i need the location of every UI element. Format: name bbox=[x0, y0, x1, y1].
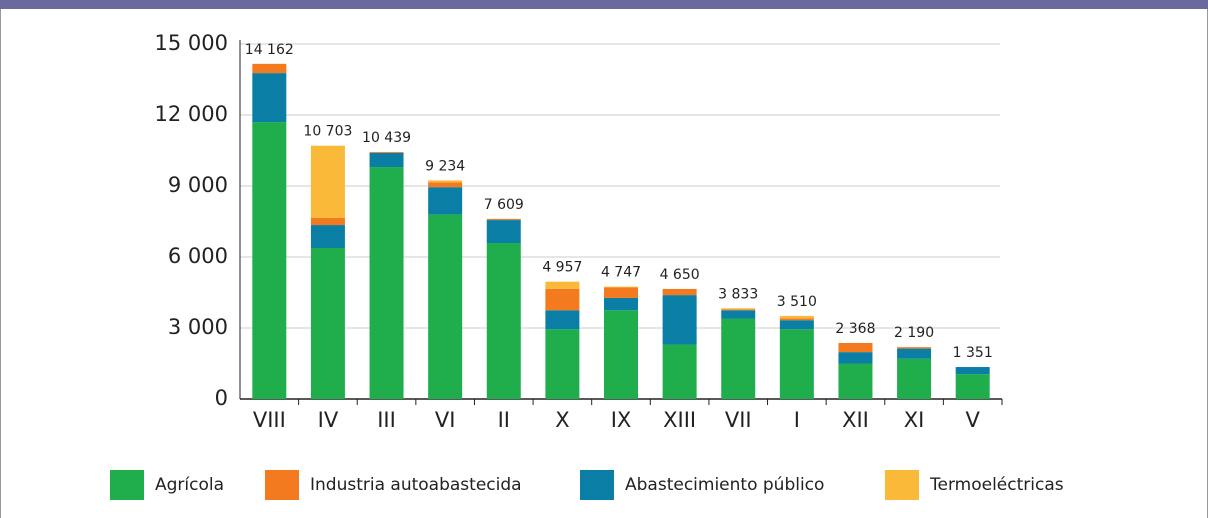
bar-segment bbox=[310, 225, 345, 249]
top-band bbox=[0, 0, 1208, 9]
bar-segment bbox=[545, 329, 580, 399]
legend-swatch bbox=[265, 470, 299, 500]
bar-segment bbox=[662, 344, 697, 399]
bar-segment bbox=[369, 152, 404, 168]
bar-segment bbox=[779, 329, 814, 399]
bar-segment bbox=[252, 63, 287, 74]
bar-segment bbox=[721, 310, 756, 319]
bar-segment bbox=[838, 363, 873, 399]
bar-segment bbox=[545, 288, 580, 311]
y-tick-label: 3 000 bbox=[168, 315, 228, 339]
total-label: 2 368 bbox=[835, 321, 875, 337]
bar-segment bbox=[779, 318, 814, 321]
legend-label: Industria autoabastecida bbox=[310, 475, 522, 495]
total-label: 4 957 bbox=[542, 260, 582, 276]
total-label: 2 190 bbox=[894, 325, 934, 341]
bar-segment bbox=[604, 310, 638, 399]
total-label: 14 162 bbox=[245, 42, 294, 58]
x-tick-label: XIII bbox=[663, 408, 696, 432]
bar-segment bbox=[310, 217, 345, 226]
x-tick-label: II bbox=[498, 408, 510, 432]
total-label: 9 234 bbox=[425, 158, 465, 174]
total-label: 1 351 bbox=[953, 345, 993, 361]
bar-segment bbox=[545, 281, 580, 289]
bar-segment bbox=[897, 347, 932, 349]
legend-label: Agrícola bbox=[155, 475, 224, 495]
x-tick-label: IV bbox=[318, 408, 339, 432]
bar-segment bbox=[428, 182, 463, 188]
x-tick-label: X bbox=[555, 408, 569, 432]
bar-segment bbox=[779, 315, 814, 319]
y-tick-label: 0 bbox=[215, 386, 228, 410]
bar-segment bbox=[779, 320, 814, 330]
y-tick-label: 12 000 bbox=[155, 102, 228, 126]
total-label: 4 650 bbox=[660, 267, 700, 283]
y-tick-label: 6 000 bbox=[168, 244, 228, 268]
bar-segment bbox=[428, 214, 463, 399]
x-tick-label: I bbox=[794, 408, 800, 432]
legend-swatch bbox=[885, 470, 919, 500]
total-label: 10 439 bbox=[362, 130, 411, 146]
total-label: 4 747 bbox=[601, 265, 641, 281]
bar-segment bbox=[604, 286, 638, 288]
bar-segment bbox=[428, 180, 463, 183]
y-tick-label: 15 000 bbox=[155, 31, 228, 55]
x-tick-label: VII bbox=[725, 408, 752, 432]
bar-segment bbox=[721, 309, 756, 311]
x-tick-label: XI bbox=[904, 408, 925, 432]
legend-swatch bbox=[110, 470, 144, 500]
bar-segment bbox=[838, 342, 873, 353]
total-label: 3 510 bbox=[777, 294, 817, 310]
bar-segment bbox=[486, 243, 521, 399]
bar-segment bbox=[604, 287, 638, 298]
bar-segment bbox=[252, 73, 287, 123]
bar-segment bbox=[897, 348, 932, 359]
bar-segment bbox=[486, 218, 521, 221]
legend-label: Termoeléctricas bbox=[929, 475, 1064, 495]
bar-segment bbox=[955, 374, 990, 399]
bar-segment bbox=[721, 308, 756, 310]
bar-segment bbox=[604, 297, 638, 311]
bar-segment bbox=[662, 295, 697, 345]
bar-segment bbox=[721, 318, 756, 399]
x-tick-label: V bbox=[966, 408, 981, 432]
bar-segment bbox=[310, 248, 345, 399]
bar-segment bbox=[369, 151, 404, 153]
x-tick-label: XII bbox=[842, 408, 869, 432]
bar-segment bbox=[955, 367, 990, 375]
x-tick-label: IX bbox=[611, 408, 632, 432]
total-label: 3 833 bbox=[718, 286, 758, 302]
x-tick-label: III bbox=[377, 408, 396, 432]
bar-segment bbox=[545, 310, 580, 330]
bar-segment bbox=[252, 122, 287, 399]
total-label: 7 609 bbox=[484, 197, 524, 213]
legend-label: Abastecimiento público bbox=[625, 475, 824, 495]
bar-segment bbox=[897, 358, 932, 399]
x-tick-label: VI bbox=[435, 408, 456, 432]
total-label: 10 703 bbox=[303, 124, 352, 140]
bar-segment bbox=[838, 352, 873, 364]
bar-segment bbox=[486, 220, 521, 244]
x-tick-label: VIII bbox=[253, 408, 286, 432]
bar-segment bbox=[310, 145, 345, 218]
legend-swatch bbox=[580, 470, 614, 500]
bar-segment bbox=[428, 187, 463, 215]
bar-segment bbox=[369, 167, 404, 399]
y-tick-label: 9 000 bbox=[168, 173, 228, 197]
bar-segment bbox=[662, 288, 697, 296]
